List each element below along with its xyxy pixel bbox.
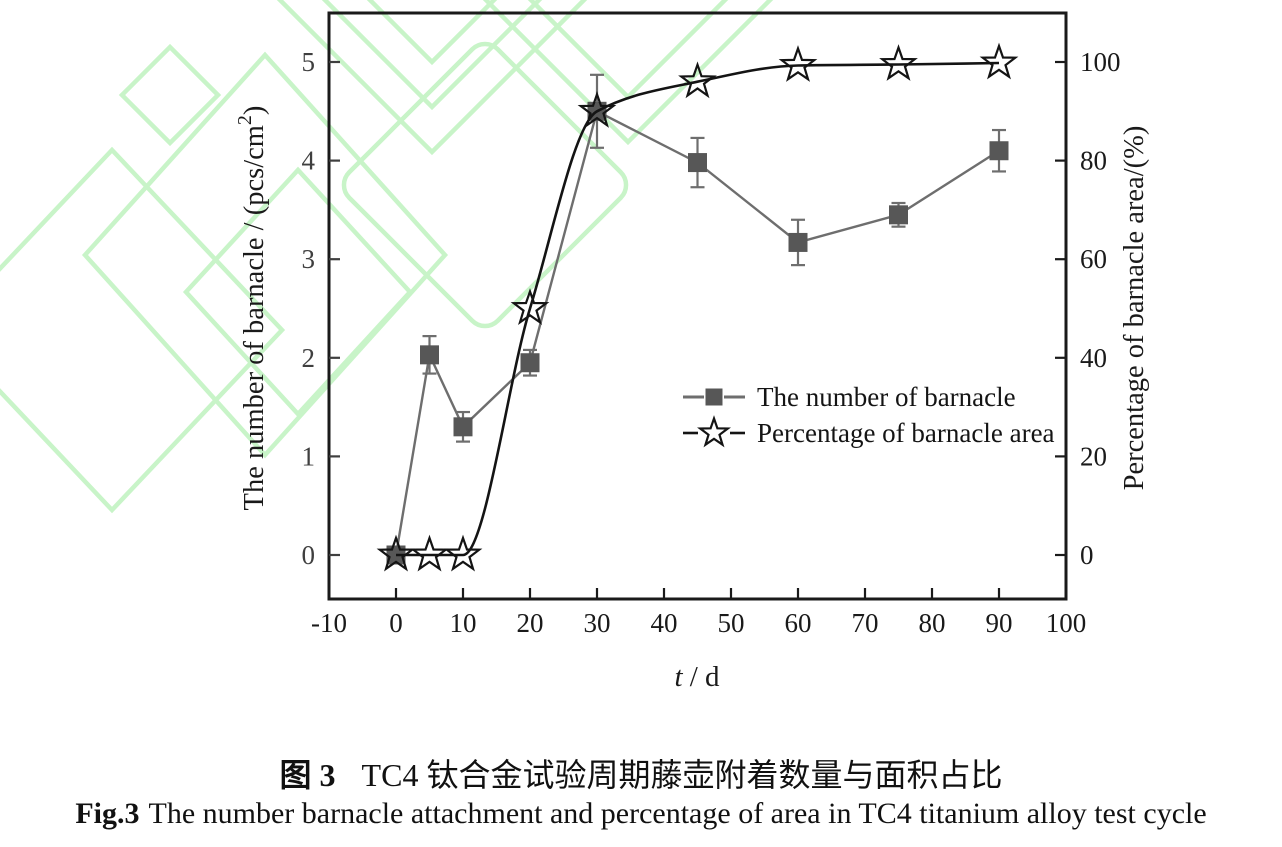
caption-en-prefix: Fig.3 xyxy=(75,797,140,830)
star-marker xyxy=(577,90,617,128)
x-tick-label: 10 xyxy=(450,608,477,638)
x-tick-label: 0 xyxy=(389,608,403,638)
left-tick-label: 0 xyxy=(302,540,316,570)
star-marker xyxy=(410,534,449,572)
x-axis-title: t / d xyxy=(674,661,720,693)
x-tick-label: 60 xyxy=(785,608,812,638)
watermark-chevron xyxy=(321,0,543,111)
x-tick-label: 40 xyxy=(651,608,678,638)
star-marker xyxy=(376,534,416,572)
left-tick-label: 5 xyxy=(302,47,316,77)
star-marker xyxy=(443,534,483,572)
right-tick-label: 100 xyxy=(1080,47,1121,77)
plot-border xyxy=(327,11,1068,601)
x-tick-label: 20 xyxy=(517,608,544,638)
square-marker xyxy=(420,345,439,365)
x-tick-label: 30 xyxy=(584,608,611,638)
square-marker xyxy=(688,153,707,173)
x-axis: -10 0 10 20 30 40 50 60 70 80 90 100 xyxy=(311,588,1086,638)
legend: The number of barnacle Percentage of barn… xyxy=(683,382,1055,448)
watermark-chevron xyxy=(366,0,498,66)
left-tick-label: 3 xyxy=(302,244,316,274)
left-tick-label: 1 xyxy=(302,441,316,471)
series-percentage-of-barnacle-area xyxy=(376,42,1019,572)
legend-star-marker xyxy=(697,415,731,448)
legend-square-marker xyxy=(705,388,723,406)
star-marker xyxy=(979,42,1019,80)
left-tick-label: 4 xyxy=(302,146,316,176)
legend-label-number: The number of barnacle xyxy=(757,382,1016,412)
left-axis-title: The number of barnacle / (pcs/cm2) xyxy=(234,106,270,511)
chart-canvas: -10 0 10 20 30 40 50 60 70 80 90 100012345020406080… xyxy=(0,0,1150,693)
right-axis: 0 20 40 60 80 100 xyxy=(1055,47,1121,570)
watermark-chevron xyxy=(276,0,588,156)
star-marker xyxy=(778,45,818,82)
x-tick-label: 70 xyxy=(852,608,879,638)
square-marker xyxy=(889,205,908,225)
watermark-diamond xyxy=(182,166,414,418)
right-tick-label: 0 xyxy=(1080,540,1094,570)
left-axis: 0 1 2 3 4 5 xyxy=(302,47,340,570)
caption-en-text: The number barnacle attachment and perce… xyxy=(148,797,1207,830)
series-number-of-barnacle xyxy=(386,73,1009,565)
square-marker xyxy=(453,417,473,437)
watermark-rounded-diamond xyxy=(341,41,629,329)
caption-zh-prefix: 图 3 xyxy=(279,757,336,793)
x-tick-label: 100 xyxy=(1046,608,1087,638)
right-tick-label: 20 xyxy=(1080,441,1107,471)
left-tick-label: 2 xyxy=(302,343,316,373)
legend-label-percent: Percentage of barnacle area xyxy=(757,418,1055,448)
caption-zh: 图 3 TC4 钛合金试验周期藤壶附着数量与面积占比 xyxy=(0,750,1282,796)
right-tick-label: 60 xyxy=(1080,244,1107,274)
star-marker xyxy=(678,61,717,99)
right-tick-label: 80 xyxy=(1080,146,1107,176)
watermark-diamond xyxy=(0,146,286,514)
caption-zh-text: TC4 钛合金试验周期藤壶附着数量与面积占比 xyxy=(361,757,1003,793)
watermark-chevron xyxy=(482,0,774,146)
square-marker xyxy=(520,353,540,373)
star-marker xyxy=(510,288,550,326)
square-marker xyxy=(788,232,808,252)
star-marker xyxy=(879,44,918,81)
percentage-curve xyxy=(396,61,1000,557)
x-tick-label: -10 xyxy=(311,608,347,638)
x-tick-label: 90 xyxy=(986,608,1013,638)
x-tick-label: 80 xyxy=(919,608,946,638)
x-tick-label: 50 xyxy=(718,608,745,638)
square-marker xyxy=(989,141,1009,161)
right-tick-label: 40 xyxy=(1080,343,1107,373)
watermark-chevron xyxy=(527,0,729,101)
caption-en: Fig.3 The number barnacle attachment and … xyxy=(0,797,1282,831)
right-axis-title: Percentage of barnacle area/(%) xyxy=(1119,126,1150,491)
watermark-diamond xyxy=(118,43,222,147)
watermark-diamond xyxy=(81,51,449,459)
